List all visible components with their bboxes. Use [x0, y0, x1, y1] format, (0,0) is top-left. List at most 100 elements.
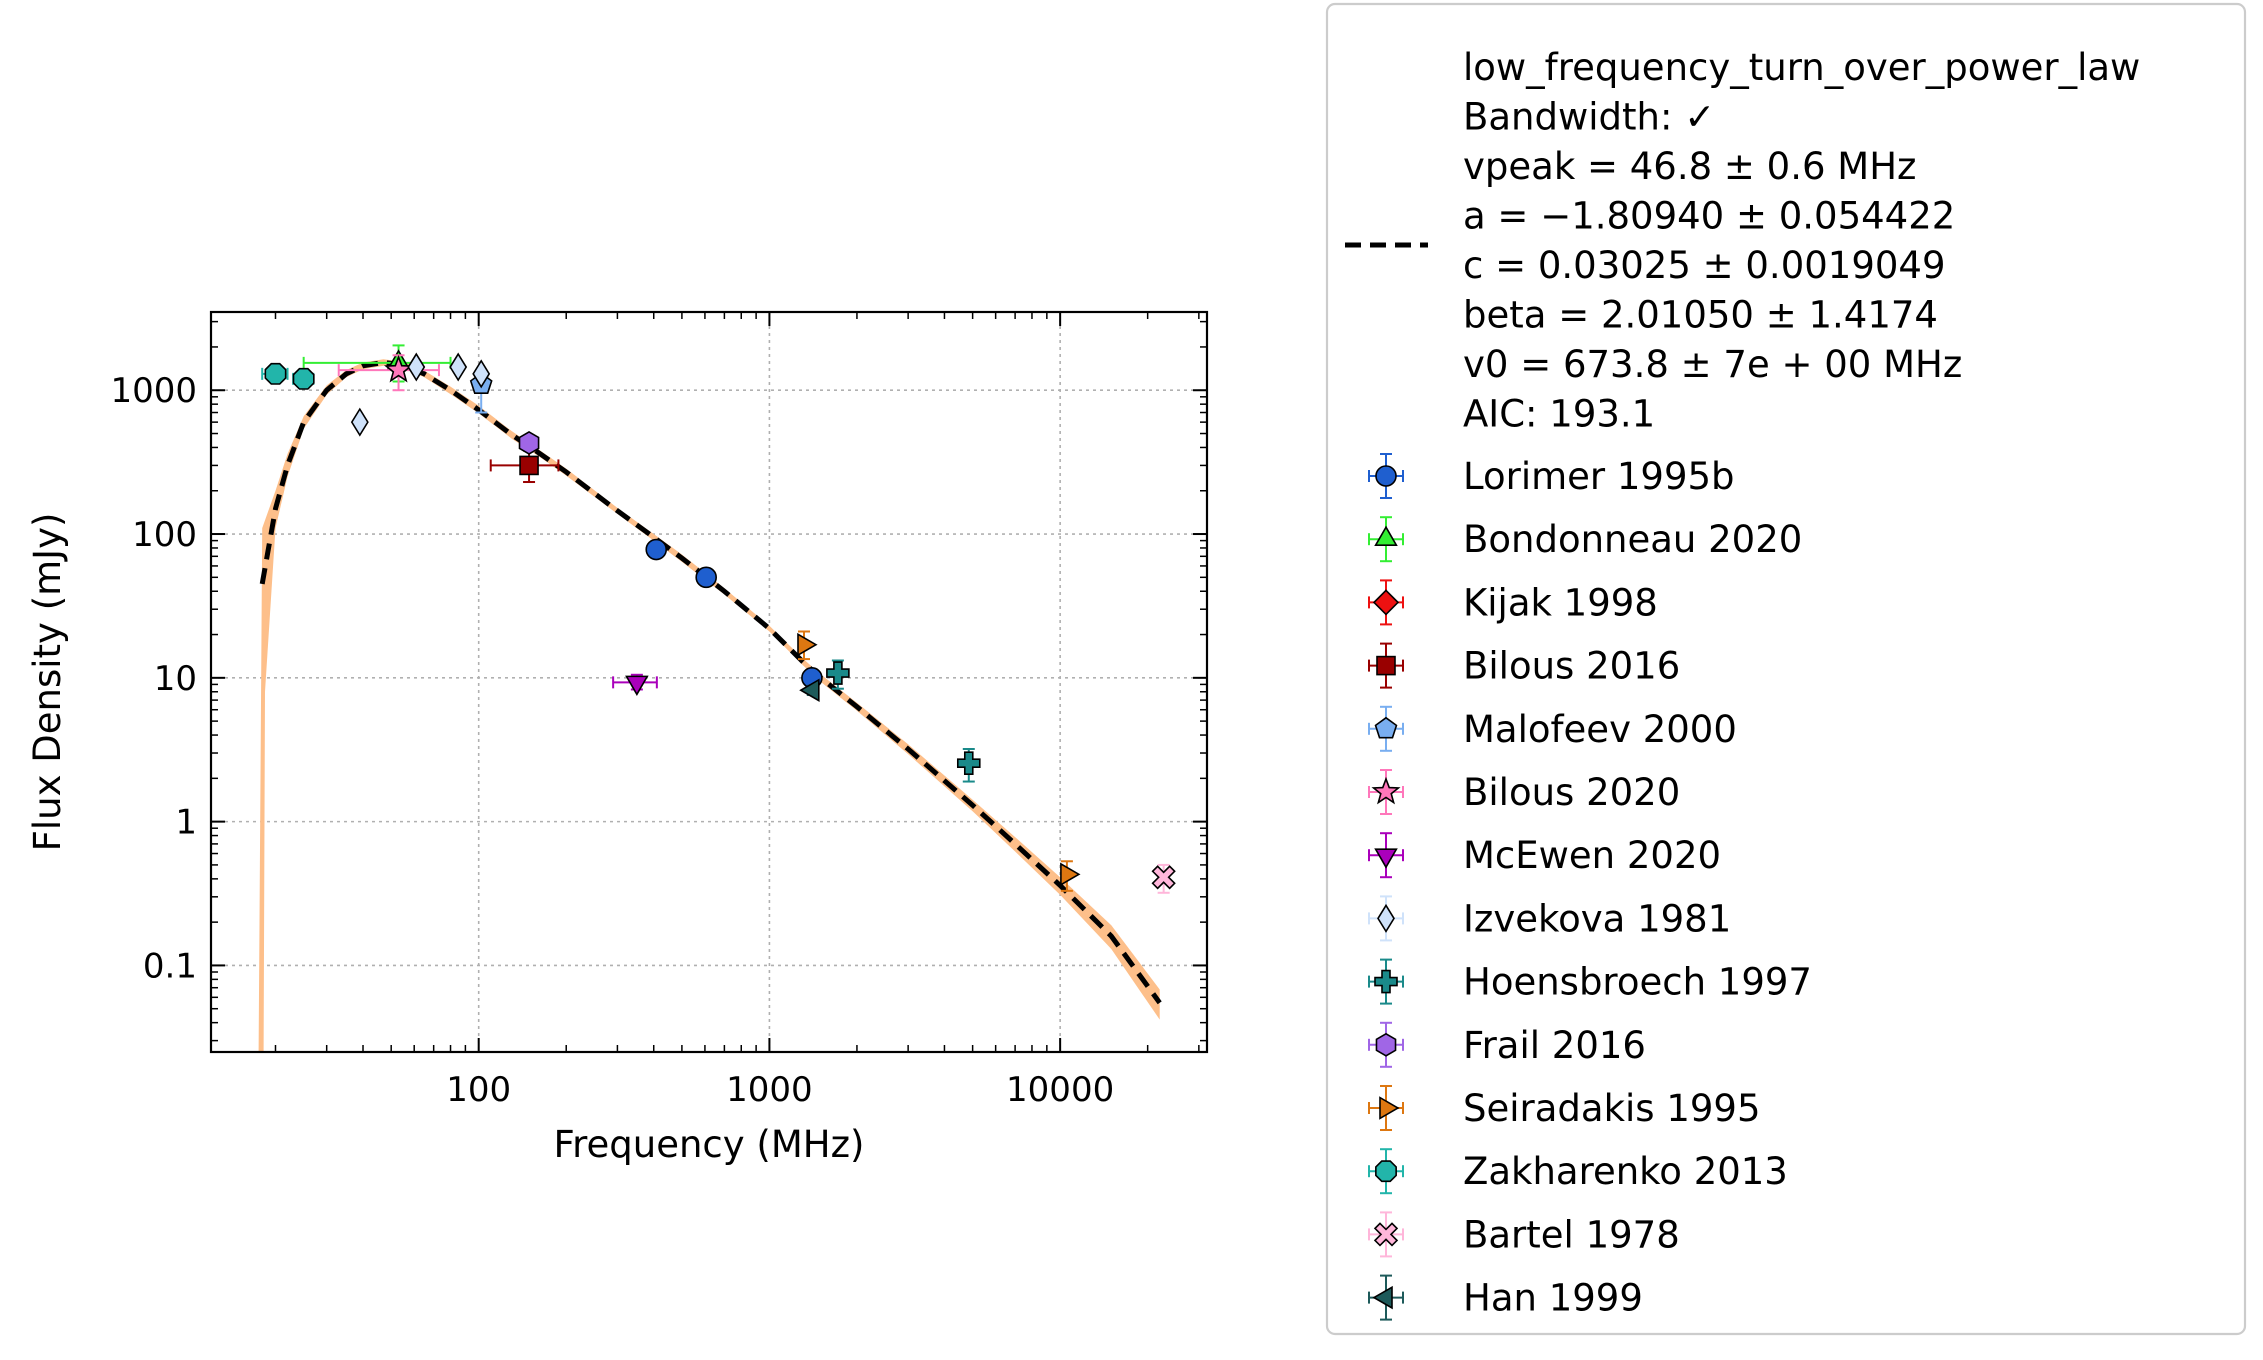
legend-entry: Han 1999	[1368, 1274, 1643, 1321]
fit-curve	[259, 359, 1162, 1005]
legend-entry: Frail 2016	[1368, 1021, 1646, 1068]
x-axis-label: Frequency (MHz)	[554, 1123, 865, 1166]
fit-band	[258, 359, 1160, 1052]
legend-marker	[1375, 465, 1397, 487]
legend-label: Bilous 2016	[1463, 645, 1680, 688]
legend-fit-line: vpeak = 46.8 ± 0.6 MHz	[1463, 145, 1916, 188]
x-tick-label: 1000	[726, 1070, 813, 1110]
data-point	[449, 352, 468, 382]
legend-marker	[1374, 969, 1398, 994]
series-izvekova-1981	[350, 352, 491, 437]
data-point	[799, 678, 820, 702]
legend-marker	[1375, 1160, 1397, 1183]
data-point	[625, 675, 649, 696]
legend-label: Seiradakis 1995	[1463, 1087, 1760, 1130]
legend-label: Bartel 1978	[1463, 1213, 1680, 1256]
fit-uncertainty-band	[258, 359, 1160, 1052]
legend-marker	[1372, 1285, 1393, 1310]
legend-marker	[1375, 1032, 1397, 1057]
series-hoensbroech-1997	[826, 659, 981, 783]
series-lorimer-1995b	[645, 538, 823, 689]
data-point	[695, 566, 717, 589]
legend: low_frequency_turn_over_power_law Bandwid…	[1325, 2, 2247, 1336]
legend-entry: Bilous 2016	[1368, 642, 1680, 689]
series-bartel-1978	[1151, 863, 1176, 894]
legend-label: McEwen 2020	[1463, 834, 1721, 877]
data-point	[645, 538, 668, 561]
legend-fit-line: c = 0.03025 ± 0.0019049	[1463, 244, 1945, 287]
legend-label: Hoensbroech 1997	[1463, 961, 1812, 1004]
legend-marker	[1373, 1222, 1399, 1247]
legend-label: Han 1999	[1463, 1277, 1643, 1320]
legend-label: Kijak 1998	[1463, 581, 1658, 624]
data-point	[350, 407, 369, 437]
legend-marker	[1374, 848, 1398, 869]
legend-label: Bondonneau 2020	[1463, 518, 1802, 561]
legend-fit-line: a = −1.80940 ± 0.054422	[1463, 195, 1955, 238]
legend-marker	[1372, 589, 1400, 616]
data-point	[826, 661, 850, 685]
legend-marker	[1374, 525, 1398, 547]
legend-label: Izvekova 1981	[1463, 897, 1731, 940]
axis-ticks	[211, 312, 1207, 1052]
y-tick-label: 10	[154, 659, 197, 699]
legend-frame	[1325, 2, 2247, 1336]
series-mcewen-2020	[612, 673, 658, 696]
legend-fit-line: beta = 2.01050 ± 1.4174	[1463, 294, 1938, 337]
legend-marker	[1371, 776, 1401, 805]
data-point	[519, 455, 539, 476]
series-frail-2016	[518, 431, 540, 455]
data-point	[797, 632, 818, 657]
legend-entry: Seiradakis 1995	[1368, 1085, 1760, 1131]
tick-labels: 100 1000 10000 0.1 1 10 100 1000	[110, 371, 1114, 1110]
data-points	[261, 344, 1176, 894]
legend-marker	[1376, 655, 1396, 676]
y-tick-label: 100	[132, 515, 197, 555]
grid-lines	[211, 312, 1207, 1052]
data-point	[407, 352, 426, 382]
fit-curve-line	[259, 359, 1162, 1005]
legend-fit-line: v0 = 673.8 ± 7e + 00 MHz	[1463, 343, 1962, 386]
legend-label: Lorimer 1995b	[1463, 455, 1735, 498]
y-tick-label: 1	[175, 803, 197, 843]
legend-label: Bilous 2020	[1463, 771, 1680, 814]
legend-entry: Zakharenko 2013	[1368, 1148, 1788, 1195]
legend-label: Zakharenko 2013	[1463, 1150, 1788, 1193]
data-point	[472, 359, 491, 389]
legend-fit-line: low_frequency_turn_over_power_law	[1463, 46, 2140, 89]
legend-entry: McEwen 2020	[1368, 832, 1721, 879]
y-tick-label: 1000	[110, 371, 197, 411]
y-axis-label: Flux Density (mJy)	[26, 513, 69, 852]
y-tick-label: 0.1	[143, 946, 197, 986]
legend-label: Frail 2016	[1463, 1024, 1646, 1067]
legend-marker	[1379, 1096, 1400, 1120]
data-point	[384, 354, 414, 383]
data-point	[1151, 865, 1176, 890]
legend-entry: Kijak 1998	[1368, 579, 1658, 626]
data-point	[292, 367, 315, 390]
series-seiradakis-1995	[797, 630, 1081, 892]
legend-marker	[1374, 716, 1398, 739]
legend-entry: Malofeev 2000	[1368, 705, 1737, 752]
data-point	[518, 431, 540, 455]
series-zakharenko-2013	[261, 362, 315, 390]
legend-label: Malofeev 2000	[1463, 708, 1737, 751]
legend-entry: Hoensbroech 1997	[1368, 958, 1812, 1005]
data-point	[264, 362, 287, 385]
legend-entry: Bilous 2020	[1368, 769, 1680, 815]
data-point	[956, 751, 981, 775]
legend-marker	[1377, 903, 1395, 933]
legend-entry: Bondonneau 2020	[1368, 516, 1802, 563]
series-han-1999	[799, 678, 820, 702]
x-tick-label: 10000	[1006, 1070, 1114, 1110]
legend-entry: Bartel 1978	[1368, 1211, 1680, 1258]
plot-frame	[209, 310, 1209, 1054]
legend-entry: Izvekova 1981	[1368, 895, 1731, 942]
x-tick-label: 100	[446, 1070, 511, 1110]
series-bilous-2016	[489, 449, 560, 484]
legend-fit-line: Bandwidth: ✓	[1463, 96, 1715, 139]
data-point	[1060, 862, 1081, 887]
legend-fit-line: AIC: 193.1	[1463, 393, 1655, 436]
legend-entry: Lorimer 1995b	[1368, 453, 1735, 499]
